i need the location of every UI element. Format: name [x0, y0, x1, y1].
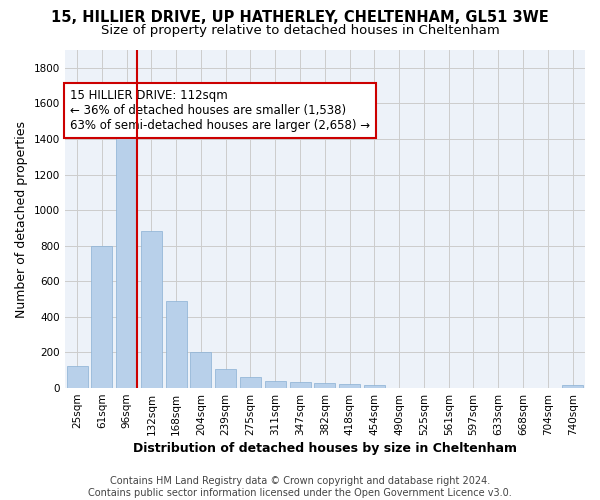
Bar: [166, 301, 187, 388]
Bar: [240, 376, 261, 388]
Bar: [290, 382, 311, 388]
Bar: [364, 386, 385, 388]
Bar: [562, 386, 583, 388]
Bar: [339, 384, 360, 388]
Y-axis label: Number of detached properties: Number of detached properties: [15, 120, 28, 318]
Text: 15 HILLIER DRIVE: 112sqm
← 36% of detached houses are smaller (1,538)
63% of sem: 15 HILLIER DRIVE: 112sqm ← 36% of detach…: [70, 89, 370, 132]
Bar: [190, 352, 211, 388]
Bar: [116, 123, 137, 388]
Text: Contains HM Land Registry data © Crown copyright and database right 2024.
Contai: Contains HM Land Registry data © Crown c…: [88, 476, 512, 498]
Bar: [265, 381, 286, 388]
Bar: [67, 366, 88, 388]
Bar: [141, 232, 162, 388]
Bar: [314, 382, 335, 388]
Bar: [91, 246, 112, 388]
Bar: [215, 370, 236, 388]
X-axis label: Distribution of detached houses by size in Cheltenham: Distribution of detached houses by size …: [133, 442, 517, 455]
Text: 15, HILLIER DRIVE, UP HATHERLEY, CHELTENHAM, GL51 3WE: 15, HILLIER DRIVE, UP HATHERLEY, CHELTEN…: [51, 10, 549, 25]
Text: Size of property relative to detached houses in Cheltenham: Size of property relative to detached ho…: [101, 24, 499, 37]
